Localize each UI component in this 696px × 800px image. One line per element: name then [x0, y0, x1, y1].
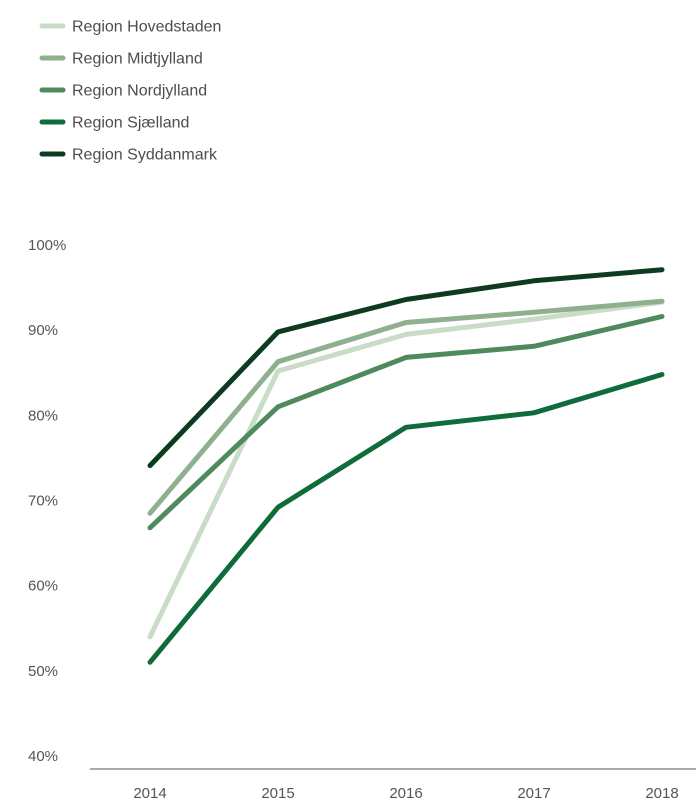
- x-tick-label: 2015: [261, 785, 294, 800]
- series-line-region-syddanmark: [147, 267, 665, 469]
- x-tick-label: 2018: [645, 785, 678, 800]
- series-line-region-midtjylland: [147, 298, 665, 516]
- legend-item-region-nordjylland: Region Nordjylland: [39, 83, 207, 100]
- x-tick-label: 2016: [389, 785, 422, 800]
- legend: Region Hovedstaden Region Midtjylland Regi…: [39, 19, 221, 164]
- series-line-region-sjaelland: [147, 372, 665, 665]
- legend-label: Region Nordjylland: [72, 83, 207, 100]
- legend-item-region-hovedstaden: Region Hovedstaden: [39, 19, 221, 36]
- legend-label: Region Sjælland: [72, 115, 189, 132]
- series-line-region-hovedstaden: [147, 299, 665, 640]
- legend-label: Region Midtjylland: [72, 51, 203, 68]
- legend-item-region-sjaelland: Region Sjælland: [39, 115, 189, 132]
- x-tick-label: 2014: [133, 785, 166, 800]
- y-tick-label: 100%: [28, 237, 66, 254]
- y-tick-label: 90%: [28, 322, 58, 339]
- y-tick-label: 70%: [28, 493, 58, 510]
- legend-item-region-syddanmark: Region Syddanmark: [39, 147, 218, 164]
- x-axis: 2014 2015 2016 2017 2018: [133, 785, 678, 800]
- legend-label: Region Syddanmark: [72, 147, 218, 164]
- series-line-region-nordjylland: [147, 314, 665, 531]
- y-tick-label: 40%: [28, 748, 58, 765]
- legend-item-region-midtjylland: Region Midtjylland: [39, 51, 203, 68]
- legend-label: Region Hovedstaden: [72, 19, 221, 36]
- y-axis: 40% 50% 60% 70% 80% 90% 100%: [28, 237, 66, 765]
- x-tick-label: 2017: [517, 785, 550, 800]
- y-tick-label: 60%: [28, 578, 58, 595]
- y-tick-label: 80%: [28, 407, 58, 424]
- plot-area: [147, 267, 665, 665]
- y-tick-label: 50%: [28, 663, 58, 680]
